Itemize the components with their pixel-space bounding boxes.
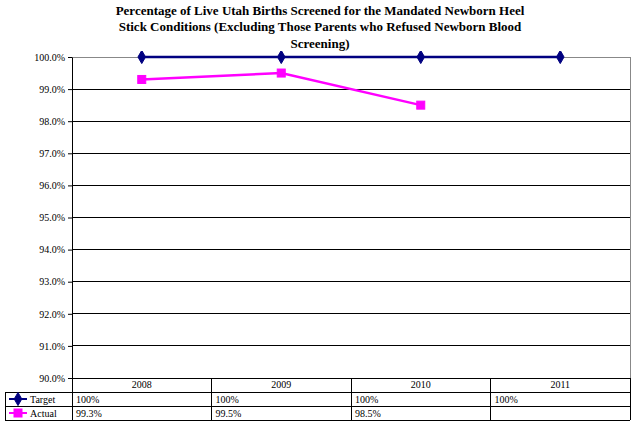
x-tick-label: 2011 (550, 379, 570, 390)
y-tick-label: 94.0% (39, 244, 65, 255)
x-tick: 2008 (132, 378, 152, 390)
y-tick-label: 95.0% (39, 212, 65, 223)
y-tick-label: 96.0% (39, 180, 65, 191)
table-cell: 100% (355, 394, 378, 405)
legend-marker (14, 409, 22, 417)
data-table: Target 100% 100% 100% 100% Actual 99.3% 99.5% 98… (5, 378, 630, 420)
y-tick-mark (68, 314, 72, 315)
series-line (142, 56, 561, 59)
y-tick: 92.0% (39, 309, 72, 320)
table-rule (5, 406, 630, 407)
x-tick-label: 2009 (271, 379, 291, 390)
grid-line (72, 121, 630, 122)
y-tick: 91.0% (39, 341, 72, 352)
y-tick: 94.0% (39, 244, 72, 255)
table-rule (351, 378, 352, 420)
plot-frame (72, 57, 630, 378)
grid-line (72, 313, 630, 314)
table-cell: 100% (495, 394, 518, 405)
table-rule (5, 392, 72, 393)
y-tick-label: 97.0% (39, 148, 65, 159)
y-tick-mark (68, 185, 72, 186)
grid-line (72, 185, 630, 186)
plot-marks (138, 51, 564, 109)
y-tick-mark (68, 218, 72, 219)
chart-title: Percentage of Live Utah Births Screened … (116, 3, 525, 51)
grid-line (72, 217, 630, 218)
y-tick: 90.0% (39, 373, 72, 384)
y-tick-mark (68, 153, 72, 154)
y-tick-label: 98.0% (39, 116, 65, 127)
y-tick-label: 92.0% (39, 309, 65, 320)
x-tick-label: 2010 (411, 379, 431, 390)
table-cell: 100% (76, 394, 99, 405)
table-cell: 98.5% (355, 408, 381, 419)
legend-label: Actual (30, 408, 57, 419)
y-tick-label: 91.0% (39, 341, 65, 352)
y-tick: 99.0% (39, 84, 72, 95)
legend-item: Actual (9, 408, 57, 419)
y-tick-label: 100.0% (34, 52, 65, 63)
grid-line (72, 153, 630, 154)
table-rule (5, 420, 630, 421)
y-tick-label: 99.0% (39, 84, 65, 95)
table-rule (5, 392, 630, 393)
table-cell: 99.5% (216, 408, 242, 419)
series-actual (138, 69, 425, 109)
grid-line (72, 57, 630, 58)
table-rule (5, 392, 6, 420)
legend-item: Target (9, 392, 55, 405)
table-cell: 100% (216, 394, 239, 405)
table-rule (72, 378, 73, 420)
series-target (138, 51, 564, 64)
grid-line (72, 249, 630, 250)
y-tick-label: 90.0% (39, 373, 65, 384)
y-tick: 98.0% (39, 116, 72, 127)
y-tick: 96.0% (39, 180, 72, 191)
data-point (556, 51, 564, 64)
table-rule (490, 378, 491, 420)
y-tick: 93.0% (39, 276, 72, 287)
table-rule (630, 378, 631, 420)
legend-label: Target (30, 394, 55, 405)
y-axis: 90.0% 91.0% 92.0% 93.0% 94.0% 95.0% 96.0% 97.0%… (34, 52, 72, 384)
x-tick: 2011 (550, 378, 570, 390)
chart: Percentage of Live Utah Births Screened … (0, 0, 640, 435)
y-tick: 95.0% (39, 212, 72, 223)
y-tick-mark (68, 378, 72, 379)
table-rule (211, 378, 212, 420)
data-point (277, 69, 285, 77)
x-tick: 2009 (271, 378, 291, 390)
series-line (142, 73, 421, 105)
y-tick-mark (68, 282, 72, 283)
grid-line (72, 281, 630, 282)
y-tick-mark (68, 89, 72, 90)
y-axis-line (72, 58, 73, 379)
legend-marker (14, 392, 22, 405)
y-tick-mark (68, 346, 72, 347)
grid-line (72, 345, 630, 346)
x-tick-label: 2008 (132, 379, 152, 390)
data-point (277, 51, 285, 64)
y-tick-mark (68, 250, 72, 251)
x-tick: 2010 (411, 378, 431, 390)
y-tick: 100.0% (34, 52, 72, 63)
data-point (138, 75, 146, 83)
y-tick-mark (68, 57, 72, 58)
data-point (417, 101, 425, 109)
data-point (417, 51, 425, 64)
table-cell: 99.3% (76, 408, 102, 419)
y-tick-label: 93.0% (39, 276, 65, 287)
y-tick-mark (68, 121, 72, 122)
y-tick: 97.0% (39, 148, 72, 159)
data-point (138, 51, 146, 64)
grid (72, 57, 630, 378)
